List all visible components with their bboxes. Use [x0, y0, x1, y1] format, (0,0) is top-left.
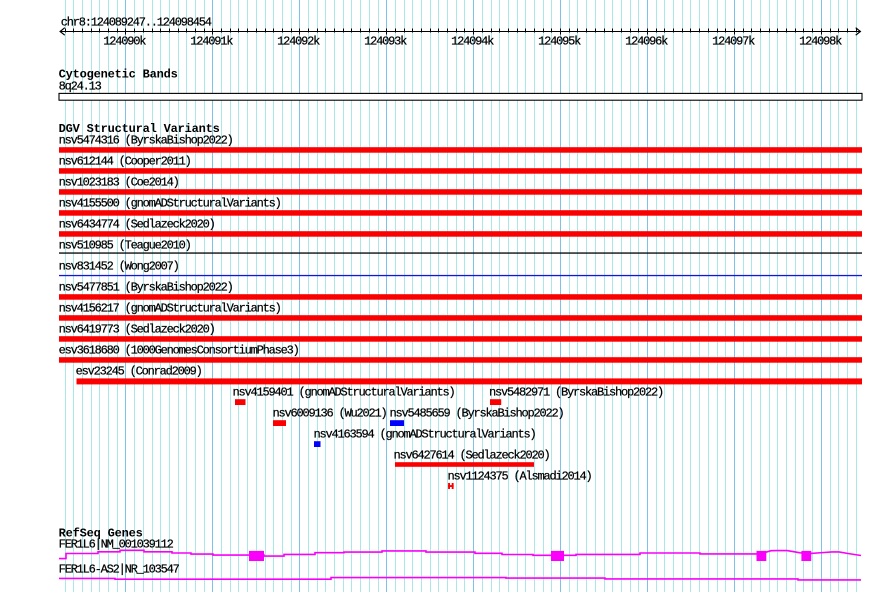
svg-text:nsv6427614 (Sedlazeck2020): nsv6427614 (Sedlazeck2020)	[394, 449, 550, 463]
svg-text:nsv5474316 (ByrskaBishop2022): nsv5474316 (ByrskaBishop2022)	[59, 134, 233, 148]
svg-text:nsv1023183 (Coe2014): nsv1023183 (Coe2014)	[59, 176, 179, 190]
svg-text:chr8:124089247..124098454: chr8:124089247..124098454	[61, 15, 212, 29]
svg-text:nsv612144 (Cooper2011): nsv612144 (Cooper2011)	[59, 155, 191, 169]
svg-text:nsv4155500 (gnomADStructuralVa: nsv4155500 (gnomADStructuralVariants)	[59, 197, 281, 211]
svg-text:124097k: 124097k	[712, 35, 755, 49]
svg-text:8q24.13: 8q24.13	[59, 80, 102, 94]
svg-text:124094k: 124094k	[451, 35, 494, 49]
svg-text:nsv5482971 (ByrskaBishop2022): nsv5482971 (ByrskaBishop2022)	[489, 386, 663, 400]
svg-text:nsv6009136 (Wu2021): nsv6009136 (Wu2021)	[273, 407, 387, 421]
svg-text:124093k: 124093k	[364, 35, 407, 49]
svg-text:124091k: 124091k	[190, 35, 233, 49]
svg-text:124095k: 124095k	[538, 35, 581, 49]
svg-text:nsv510985 (Teague2010): nsv510985 (Teague2010)	[59, 239, 191, 253]
svg-text:nsv4156217 (gnomADStructuralVa: nsv4156217 (gnomADStructuralVariants)	[59, 302, 281, 316]
svg-text:esv23245 (Conrad2009): esv23245 (Conrad2009)	[76, 365, 202, 379]
svg-text:124096k: 124096k	[625, 35, 668, 49]
svg-text:nsv5485659 (ByrskaBishop2022): nsv5485659 (ByrskaBishop2022)	[390, 407, 564, 421]
svg-text:nsv1124375 (Alsmadi2014): nsv1124375 (Alsmadi2014)	[448, 470, 592, 484]
svg-text:DGV Structural Variants: DGV Structural Variants	[59, 122, 220, 136]
svg-text:nsv5477851 (ByrskaBishop2022): nsv5477851 (ByrskaBishop2022)	[59, 281, 233, 295]
svg-text:nsv6434774 (Sedlazeck2020): nsv6434774 (Sedlazeck2020)	[59, 218, 215, 232]
svg-text:nsv6419773 (Sedlazeck2020): nsv6419773 (Sedlazeck2020)	[59, 323, 215, 337]
svg-text:Cytogenetic Bands: Cytogenetic Bands	[59, 67, 178, 81]
svg-text:124098k: 124098k	[799, 35, 842, 49]
svg-text:FER1L6|NM_001039112: FER1L6|NM_001039112	[59, 538, 174, 552]
svg-text:nsv4163594 (gnomADStructuralVa: nsv4163594 (gnomADStructuralVariants)	[314, 428, 536, 442]
svg-text:nsv4159401 (gnomADStructuralVa: nsv4159401 (gnomADStructuralVariants)	[233, 386, 455, 400]
svg-text:FER1L6-AS2|NR_103547: FER1L6-AS2|NR_103547	[59, 562, 180, 576]
svg-text:nsv831452 (Wong2007): nsv831452 (Wong2007)	[59, 260, 179, 274]
svg-text:124090k: 124090k	[103, 35, 146, 49]
svg-text:RefSeq Genes: RefSeq Genes	[59, 526, 143, 540]
svg-text:esv3618680 (1000GenomesConsort: esv3618680 (1000GenomesConsortiumPhase3)	[59, 344, 299, 358]
svg-text:124092k: 124092k	[277, 35, 320, 49]
